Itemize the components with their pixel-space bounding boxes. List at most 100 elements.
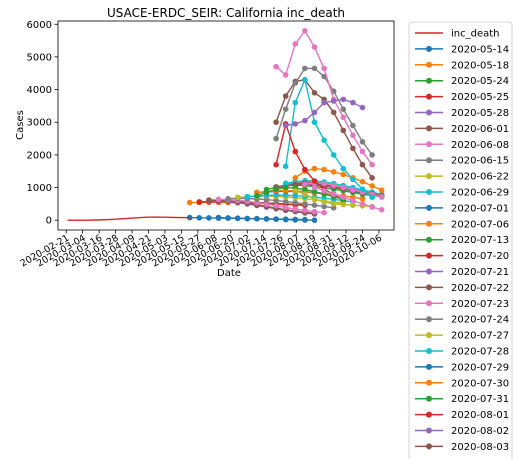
series-point: [359, 201, 366, 207]
series-point: [263, 189, 270, 196]
legend-item: 2020-06-29: [415, 188, 509, 199]
series-point: [359, 148, 366, 155]
legend-label: 2020-05-14: [451, 44, 509, 55]
series-line: [294, 167, 382, 191]
series-point: [378, 193, 385, 200]
series-point: [292, 192, 299, 199]
series-point: [215, 196, 222, 203]
series-point: [330, 169, 337, 175]
series-point: [244, 193, 251, 200]
series-point: [292, 188, 299, 194]
legend: inc_death 2020-05-14 2020-05-18 2020-05-24 2…: [408, 21, 513, 459]
series-point: [340, 127, 347, 134]
series-point: [282, 180, 289, 187]
legend-swatch-marker: [426, 157, 432, 164]
legend-swatch-marker: [426, 141, 432, 148]
series-point: [302, 77, 308, 83]
series-point: [369, 204, 375, 210]
series-point: [311, 184, 318, 191]
legend-item: 2020-08-10: [451, 458, 509, 459]
legend-swatch-marker: [426, 189, 432, 195]
series-point: [282, 192, 289, 198]
series-point: [359, 178, 366, 185]
series-point: [254, 215, 260, 222]
series-point: [340, 106, 347, 112]
series-point: [311, 208, 318, 215]
legend-swatch-marker: [426, 316, 432, 323]
series-point: [321, 137, 327, 143]
series-point: [350, 176, 356, 183]
legend-label: 2020-06-29: [451, 188, 509, 199]
legend-item: 2020-06-08: [415, 140, 509, 151]
series-point: [311, 196, 318, 202]
legend-swatch-marker: [426, 77, 432, 84]
series-point: [340, 184, 347, 191]
legend-swatch-marker: [426, 204, 432, 211]
legend-item: 2020-07-23: [415, 299, 509, 310]
series-point: [273, 216, 279, 222]
legend-label: 2020-07-06: [451, 219, 509, 230]
series-point: [282, 106, 289, 112]
legend-item: 2020-05-18: [415, 60, 509, 71]
series-point: [282, 93, 289, 99]
series-point: [350, 132, 356, 139]
series-point: [330, 98, 337, 104]
legend-swatch-marker: [426, 332, 432, 339]
series-point: [234, 194, 241, 201]
series-point: [282, 204, 289, 211]
series-point: [273, 186, 279, 192]
series-point: [244, 215, 251, 222]
series-line: [285, 77, 373, 198]
series-point: [292, 80, 299, 86]
series-point: [350, 202, 356, 208]
legend-item: 2020-06-22: [415, 172, 509, 183]
legend-label: 2020-07-21: [451, 267, 509, 278]
legend-label: 2020-06-15: [451, 156, 509, 167]
series-point: [340, 96, 347, 103]
legend-item: 2020-06-01: [415, 124, 509, 135]
legend-label: 2020-07-29: [451, 362, 509, 373]
series-21: [292, 165, 385, 193]
legend-label: 2020-06-01: [451, 124, 509, 135]
series-point: [311, 178, 318, 184]
series-point: [350, 122, 356, 129]
series-line: [256, 186, 344, 200]
series-point: [292, 99, 299, 106]
series-point: [321, 209, 327, 216]
series-point: [311, 90, 318, 96]
series-point: [340, 165, 347, 172]
legend-item: 2020-07-24: [415, 315, 509, 326]
series-point: [350, 145, 356, 152]
series-point: [378, 187, 385, 193]
series-point: [302, 201, 308, 207]
series-30: [273, 28, 375, 168]
series-point: [340, 171, 347, 178]
series-point: [340, 201, 347, 208]
legend-swatch-marker: [426, 220, 432, 227]
series-point: [311, 44, 318, 50]
series-point: [321, 203, 327, 210]
series-point: [273, 119, 279, 125]
series-point: [282, 163, 289, 170]
series-point: [369, 175, 375, 181]
series-point: [273, 135, 279, 142]
legend-item: inc_death: [415, 29, 500, 40]
series-point: [311, 217, 318, 223]
legend-swatch-marker: [426, 284, 432, 291]
series-point: [321, 180, 327, 187]
series-point: [311, 188, 318, 195]
y-tick-label: 5000: [27, 52, 52, 63]
series-point: [330, 152, 337, 158]
legend-label: 2020-05-28: [451, 108, 509, 119]
legend-item: 2020-07-21: [415, 267, 509, 278]
series-point: [263, 201, 270, 207]
legend-label: 2020-07-24: [451, 315, 509, 326]
legend-swatch-marker: [426, 379, 432, 386]
legend-label: inc_death: [451, 29, 500, 40]
series-point: [302, 181, 308, 188]
legend-label: 2020-07-22: [451, 283, 509, 294]
legend-swatch-marker: [426, 236, 432, 243]
series-point: [282, 216, 289, 223]
legend-item: 2020-05-24: [415, 76, 509, 87]
series-point: [369, 152, 375, 158]
